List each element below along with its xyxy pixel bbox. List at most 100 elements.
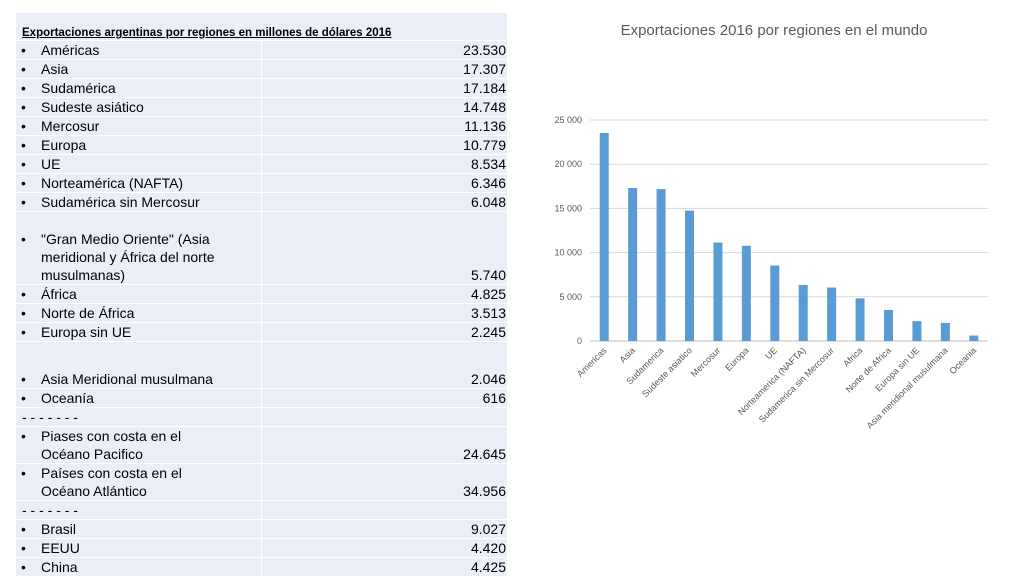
bullet-icon: •: [21, 99, 26, 115]
table-row: • África 4.825: [16, 284, 508, 304]
region-label: "Gran Medio Oriente" (Asia meridional y …: [41, 231, 215, 283]
region-label: Oceanía: [41, 390, 94, 406]
table-separator-row: - - - - - - -: [16, 500, 508, 520]
value-cell: 8.534: [261, 154, 508, 174]
bullet-icon: •: [21, 465, 26, 481]
bar: [912, 321, 922, 341]
bullet-icon: •: [21, 540, 26, 556]
region-label: Piases con costa en el Océano Pacifico: [41, 428, 182, 462]
region-label: África: [41, 286, 77, 302]
bar: [628, 188, 638, 341]
y-tick-label: 10 000: [554, 248, 582, 258]
region-cell: • Oceanía: [16, 388, 263, 408]
value-cell: 23.530: [261, 40, 508, 60]
value-cell: 9.027: [261, 519, 508, 539]
table-row: • Asia 17.307: [16, 59, 508, 79]
table-row: • Brasil 9.027: [16, 519, 508, 539]
region-label: Mercosur: [41, 118, 100, 134]
region-label: Sudeste asiático: [41, 99, 144, 115]
region-cell: • Sudeste asiático: [16, 97, 263, 117]
region-label: UE: [41, 156, 61, 172]
table-row: • Américas 23.530: [16, 40, 508, 60]
bar: [685, 210, 694, 341]
bullet-icon: •: [21, 118, 26, 134]
x-tick-label: Oceania: [947, 345, 978, 376]
chart-title: Exportaciones 2016 por regiones en el mu…: [621, 22, 928, 39]
bullet-icon: •: [21, 61, 26, 77]
separator-dashes: - - - - - - -: [16, 407, 263, 427]
bullet-icon: •: [21, 305, 26, 321]
y-tick-label: 5 000: [559, 292, 582, 302]
table-row: • Sudamérica 17.184: [16, 78, 508, 98]
region-label: Sudamérica: [41, 80, 116, 96]
region-cell: • África: [16, 284, 263, 304]
region-cell: • Piases con costa en el Océano Pacifico: [16, 426, 263, 464]
value-cell: 10.779: [261, 135, 508, 155]
bullet-icon: •: [21, 156, 26, 172]
bullet-icon: •: [21, 80, 26, 96]
table-title: Exportaciones argentinas por regiones en…: [16, 13, 508, 41]
separator-dashes: - - - - - - -: [16, 500, 263, 520]
y-tick-label: 0: [577, 336, 582, 346]
bar: [798, 284, 808, 341]
table-row: • Mercosur 11.136: [16, 116, 508, 136]
bullet-icon: •: [21, 324, 26, 340]
region-cell: • Norteamérica (NAFTA): [16, 173, 263, 193]
x-tick-label: UE: [763, 345, 779, 361]
region-label: Asia Meridional musulmana: [41, 371, 213, 387]
bullet-icon: •: [21, 286, 26, 302]
table-row: • EEUU 4.420: [16, 538, 508, 558]
region-label: Américas: [41, 42, 100, 58]
bullet-icon: •: [21, 390, 26, 406]
value-cell: 4.825: [261, 284, 508, 304]
region-label: Países con costa en el Océano Atlántico: [41, 465, 182, 499]
separator-empty-cell: [261, 500, 508, 520]
table-separator-row: - - - - - - -: [16, 407, 508, 427]
bullet-icon: •: [21, 559, 26, 575]
value-cell: 6.048: [261, 192, 508, 212]
region-cell: • Países con costa en el Océano Atlántico: [16, 463, 263, 501]
value-cell: 11.136: [261, 116, 508, 136]
value-cell: 6.346: [261, 173, 508, 193]
bullet-icon: •: [21, 371, 26, 387]
value-cell: 4.420: [261, 538, 508, 558]
table-row: • Norteamérica (NAFTA) 6.346: [16, 173, 508, 193]
exports-table-panel: Exportaciones argentinas por regiones en…: [16, 13, 508, 577]
value-cell: 2.245: [261, 322, 508, 342]
region-label: Norteamérica (NAFTA): [41, 175, 184, 191]
table-row: • Asia Meridional musulmana 2.046: [16, 341, 508, 389]
y-tick-label: 15 000: [554, 203, 582, 213]
region-label: EEUU: [41, 540, 80, 556]
table-row: • Sudeste asiático 14.748: [16, 97, 508, 117]
region-label: Asia: [41, 61, 69, 77]
value-cell: 24.645: [261, 426, 508, 464]
bar: [713, 242, 723, 341]
region-cell: • EEUU: [16, 538, 263, 558]
table-row: • Europa 10.779: [16, 135, 508, 155]
region-cell: • UE: [16, 154, 263, 174]
bullet-icon: •: [21, 175, 26, 191]
bar: [770, 265, 780, 341]
x-tick-label: Mercosur: [689, 345, 723, 379]
bullet-icon: •: [21, 137, 26, 153]
x-tick-label: Americas: [575, 345, 609, 379]
x-tick-label: Sudeste asiatico: [640, 345, 694, 399]
region-label: Sudamérica sin Mercosur: [41, 194, 200, 210]
value-cell: 17.307: [261, 59, 508, 79]
bar: [599, 132, 609, 341]
region-cell: • Europa: [16, 135, 263, 155]
bullet-icon: •: [21, 194, 26, 210]
value-cell: 2.046: [261, 341, 508, 389]
value-cell: 14.748: [261, 97, 508, 117]
bar: [969, 335, 979, 341]
table-row: • Sudamérica sin Mercosur 6.048: [16, 192, 508, 212]
bar: [741, 245, 751, 341]
table-row: • Países con costa en el Océano Atlántico…: [16, 463, 508, 501]
x-tick-label: Asia: [618, 345, 637, 364]
separator-empty-cell: [261, 407, 508, 427]
table-row: • "Gran Medio Oriente" (Asia meridional y…: [16, 211, 508, 285]
y-tick-label: 25 000: [554, 115, 582, 125]
bullet-icon: •: [21, 428, 26, 444]
x-tick-label: Europa: [723, 345, 751, 373]
region-label: China: [41, 559, 78, 575]
